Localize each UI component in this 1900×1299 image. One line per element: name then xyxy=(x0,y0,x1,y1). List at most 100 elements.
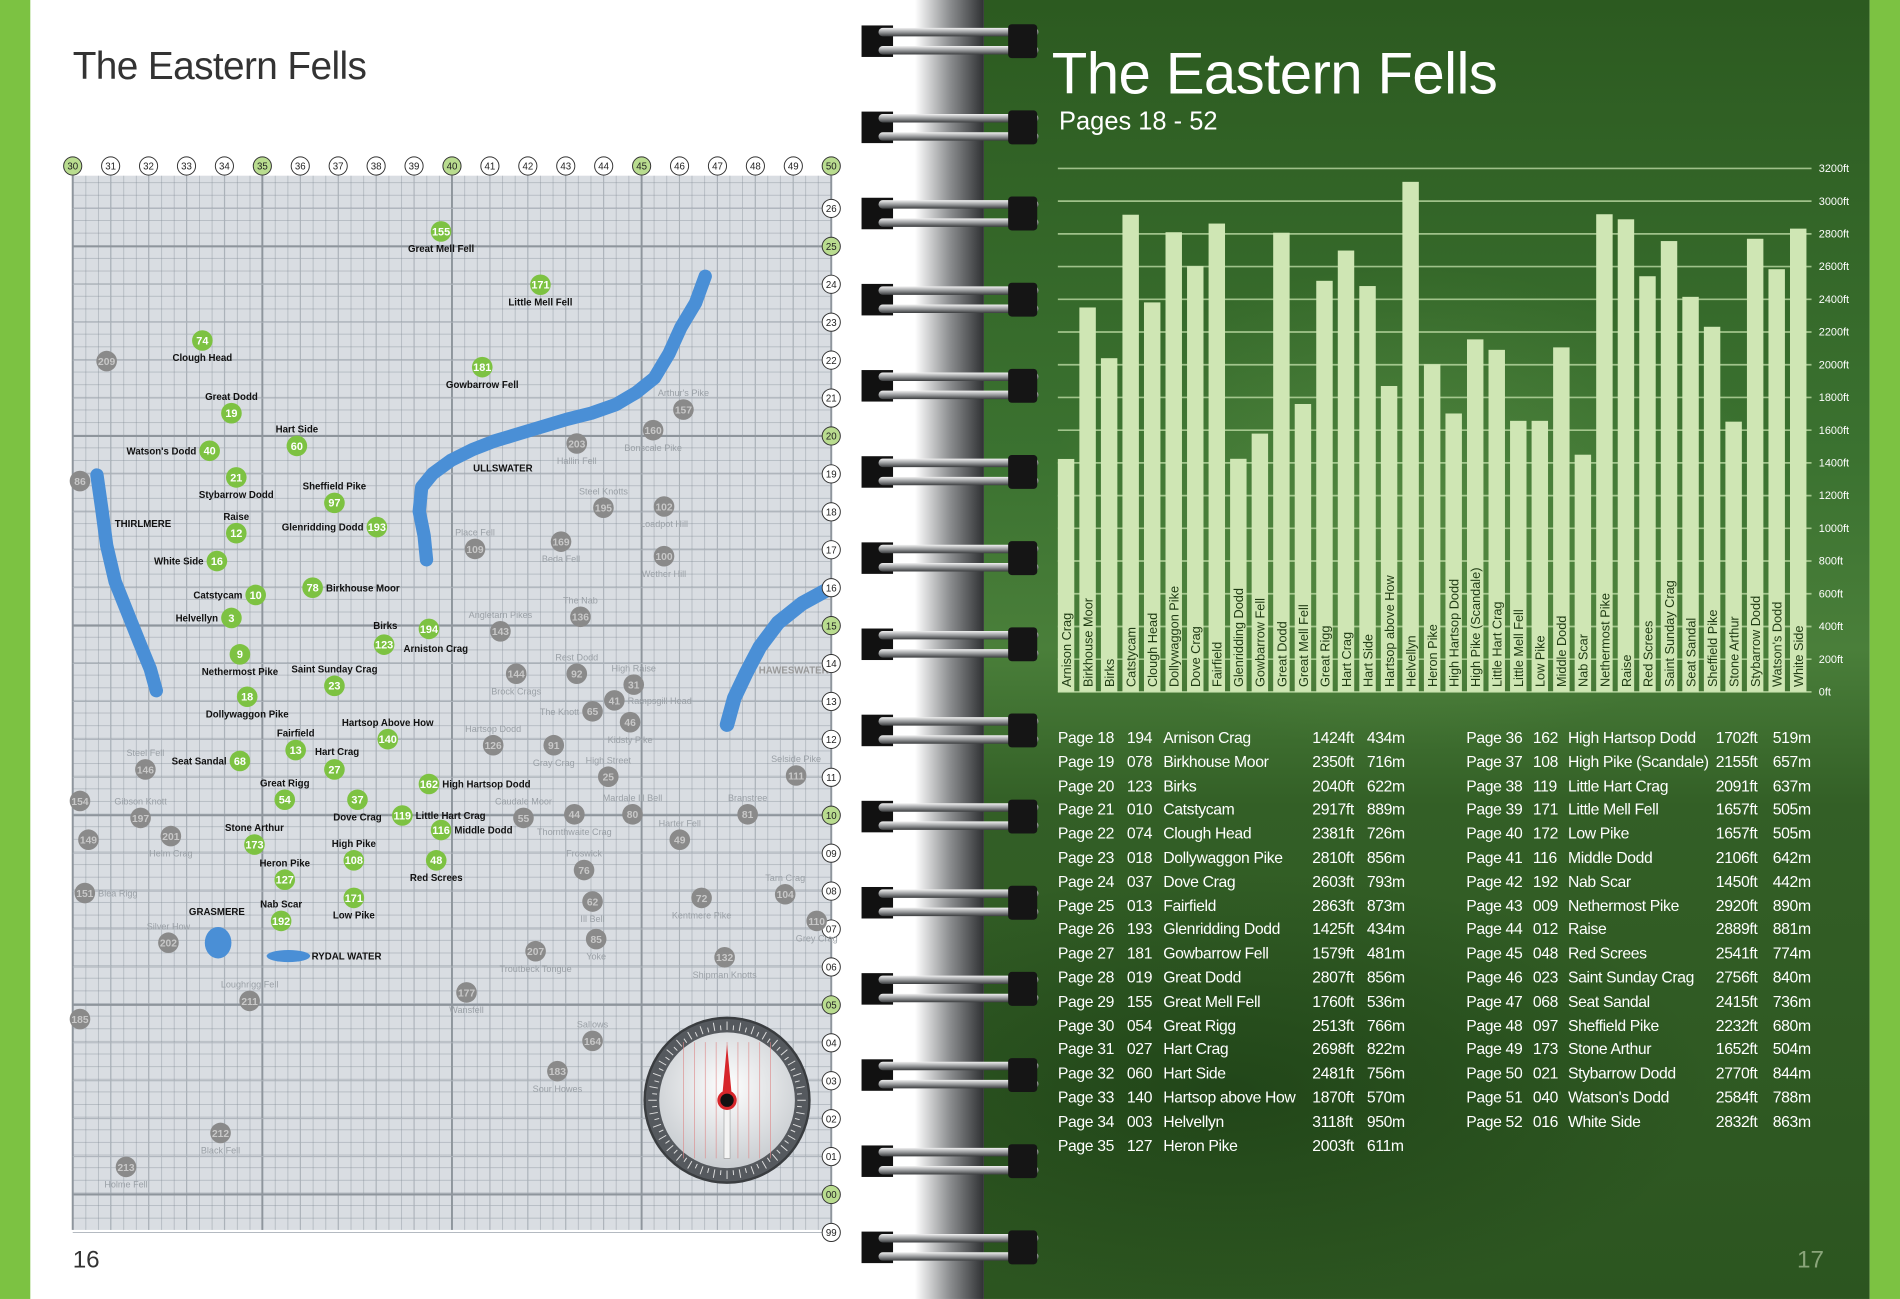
fell-marker-main[interactable]: 78 Birkhouse Moor xyxy=(302,577,400,598)
grid-row-label: 10 xyxy=(821,805,841,825)
table-height-ft: 2889ft xyxy=(1715,920,1758,939)
fell-marker-other[interactable]: 197 Gibson Knott xyxy=(114,797,167,829)
fell-marker-other[interactable]: 160 Bonscale Pike xyxy=(624,419,682,453)
fell-marker-main[interactable]: 127 Heron Pike xyxy=(259,858,311,891)
right-page-number: 17 xyxy=(1796,1246,1824,1274)
fell-marker-other[interactable]: 201 Helm Crag xyxy=(149,825,193,859)
table-height-ft: 1652ft xyxy=(1715,1040,1758,1059)
bar-raise xyxy=(1617,219,1635,692)
fell-marker-other[interactable]: 211 Loughrigg Fell xyxy=(221,980,279,1012)
fell-marker-other[interactable]: 72 Kentmere Pike xyxy=(672,887,732,921)
fell-marker-other[interactable]: 177 Wansfell xyxy=(449,982,484,1015)
marker-label: Kentmere Pike xyxy=(672,910,732,920)
fell-marker-main[interactable]: 171 Little Mell Fell xyxy=(508,274,572,308)
fell-marker-other[interactable]: 111 Selside Pike xyxy=(771,754,821,786)
fell-marker-other[interactable]: 126 Hartsop Dodd xyxy=(465,724,521,756)
marker-dot xyxy=(471,356,493,378)
fell-marker-other[interactable]: 55 Caudale Moor xyxy=(495,797,552,829)
fell-marker-other[interactable]: 109 Place Fell xyxy=(455,528,495,560)
fell-marker-other[interactable]: 81 Branstree xyxy=(728,793,767,825)
fell-marker-main[interactable]: 37 Dove Crag xyxy=(333,789,382,823)
marker-label: Gray Crag xyxy=(533,758,575,768)
fell-marker-other[interactable]: 149 xyxy=(78,829,99,851)
marker-dot xyxy=(482,734,504,756)
fell-marker-main[interactable]: 3 Helvellyn xyxy=(176,607,242,629)
fell-marker-main[interactable]: 54 Great Rigg xyxy=(260,778,310,811)
fell-marker-other[interactable]: 212 Black Fell xyxy=(201,1122,240,1156)
fell-marker-other[interactable]: 164 Sallows xyxy=(577,1020,609,1052)
fell-marker-other[interactable]: 80 Mardale Ill Bell xyxy=(603,793,663,825)
fell-marker-main[interactable]: 193 Glenridding Dodd xyxy=(282,516,388,538)
fell-marker-other[interactable]: 92 Rest Dodd xyxy=(555,652,598,685)
fell-marker-main[interactable]: 21 Stybarrow Dodd xyxy=(199,467,274,501)
fell-marker-other[interactable]: 143 Angletarn Pikes xyxy=(469,610,533,642)
fell-marker-main[interactable]: 140 Hartsop Above How xyxy=(342,718,434,750)
fell-marker-main[interactable]: 12 Raise xyxy=(223,512,250,544)
fell-marker-main[interactable]: 194 Birks xyxy=(373,618,440,640)
fell-marker-other[interactable]: 213 Holme Fell xyxy=(104,1156,148,1190)
fell-marker-other[interactable]: 209 xyxy=(96,350,117,372)
fell-marker-other[interactable]: 146 Steel Fell xyxy=(126,748,164,780)
fell-marker-main[interactable]: 181 Gowbarrow Fell xyxy=(446,356,519,391)
fell-marker-main[interactable]: 13 Fairfield xyxy=(277,729,315,761)
fell-marker-main[interactable]: 123 Arniston Crag xyxy=(373,634,468,655)
bar-label: Dollywaggon Pike xyxy=(1167,586,1182,687)
table-height-m: 863m xyxy=(1772,1112,1811,1131)
fell-marker-other[interactable]: 151 Blea Rigg xyxy=(74,882,138,904)
fell-marker-other[interactable]: 25 High Street xyxy=(586,755,632,788)
fell-marker-other[interactable]: 100 Wether Hill xyxy=(642,545,686,579)
fell-marker-other[interactable]: 44 Thornthwaite Crag xyxy=(537,803,612,837)
fell-marker-main[interactable]: 108 High Pike xyxy=(332,839,377,871)
fell-marker-main[interactable]: 171 Low Pike xyxy=(333,887,376,922)
fell-marker-other[interactable]: 202 Silver How xyxy=(147,921,191,954)
fell-marker-main[interactable]: 119 Little Hart Crag xyxy=(391,805,486,826)
fell-marker-main[interactable]: 192 Nab Scar xyxy=(260,900,302,932)
fell-marker-other[interactable]: 31 High Raise xyxy=(612,663,656,695)
fell-marker-main[interactable]: 68 Seat Sandal xyxy=(172,750,251,772)
fell-marker-other[interactable]: 49 Harter Fell xyxy=(659,818,701,851)
fell-marker-other[interactable]: 154 xyxy=(69,790,91,812)
fell-marker-other[interactable]: 76 Froswick xyxy=(566,849,602,881)
fell-marker-main[interactable]: 173 Stone Arthur xyxy=(225,823,284,855)
fell-marker-other[interactable]: 102 Loadpot Hill xyxy=(640,496,688,529)
fell-marker-other[interactable]: 132 Shipman Knotts xyxy=(693,946,758,980)
fell-marker-other[interactable]: 65 The Knott xyxy=(540,700,603,722)
fell-marker-other[interactable]: 203 Hallin Fell xyxy=(557,433,597,466)
table-page: Page 47 xyxy=(1466,992,1523,1011)
fell-marker-main[interactable]: 40 Watson's Dodd xyxy=(127,440,220,462)
fell-marker-other[interactable]: 169 Beda Fell xyxy=(542,531,580,564)
fell-marker-other[interactable]: 136 The Nab xyxy=(563,595,598,628)
fell-marker-other[interactable]: 46 Kidsty Pike xyxy=(608,711,653,745)
marker-dot xyxy=(642,419,664,441)
fell-marker-other[interactable]: 185 xyxy=(69,1008,91,1030)
fell-marker-other[interactable]: 62 Ill Bell xyxy=(580,891,605,924)
table-height-m: 726m xyxy=(1366,824,1405,843)
fell-marker-main[interactable]: 74 Clough Head xyxy=(172,330,232,364)
fell-marker-main[interactable]: 60 Hart Side xyxy=(276,425,319,457)
fell-marker-main[interactable]: 162 High Hartsop Dodd xyxy=(418,773,531,795)
fell-marker-other[interactable]: 157 Arthur's Pike xyxy=(658,388,709,420)
fell-marker-other[interactable]: 195 Steel Knotts xyxy=(579,486,628,519)
fell-marker-other[interactable]: 86 xyxy=(69,470,91,492)
fell-marker-other[interactable]: 183 Sour Howes xyxy=(533,1060,583,1094)
fell-marker-other[interactable]: 41 Rampsgill Head xyxy=(604,690,692,711)
fell-marker-main[interactable]: 27 Hart Crag xyxy=(315,747,359,780)
fell-marker-main[interactable]: 155 Great Mell Fell xyxy=(408,221,474,255)
fell-marker-main[interactable]: 18 Dollywaggon Pike xyxy=(206,686,290,720)
fell-marker-main[interactable]: 97 Sheffield Pike xyxy=(303,482,367,514)
fell-marker-other[interactable]: 91 Gray Crag xyxy=(533,734,575,768)
fell-marker-main[interactable]: 19 Great Dodd xyxy=(205,392,258,424)
fell-marker-main[interactable]: 10 Catstycam xyxy=(193,584,266,606)
fell-marker-other[interactable]: 85 Yoke xyxy=(585,928,607,962)
fell-marker-main[interactable]: 9 Nethermost Pike xyxy=(202,644,279,678)
grid-column-label: 38 xyxy=(366,156,386,176)
fell-marker-main[interactable]: 48 Red Screes xyxy=(410,850,463,884)
fell-marker-other[interactable]: 104 Tarn Crag xyxy=(765,873,805,905)
fell-marker-other[interactable]: 110 Grey Crag xyxy=(796,910,838,944)
fell-marker-main[interactable]: 16 White Side xyxy=(154,550,228,572)
svg-text:30: 30 xyxy=(67,162,78,173)
fell-marker-other[interactable]: 207 Troutbeck Tongue xyxy=(499,940,572,974)
fell-marker-main[interactable]: 116 Middle Dodd xyxy=(430,819,513,841)
fell-marker-other[interactable]: 144 Brock Crags xyxy=(491,663,542,696)
fell-marker-main[interactable]: 23 Saint Sunday Crag xyxy=(291,665,378,697)
